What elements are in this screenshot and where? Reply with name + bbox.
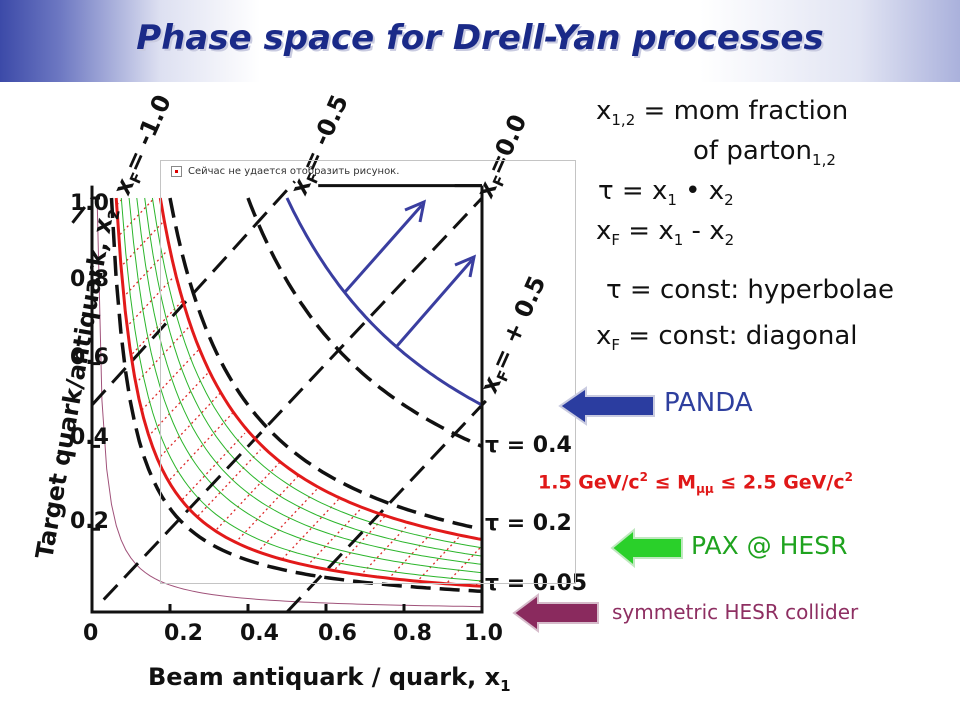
def-line-6: xF = const: diagonal — [596, 321, 858, 355]
panda-arrow-1 — [343, 204, 424, 293]
mass-range-label: 1.5 GeV/c2 ≤ Mμμ ≤ 2.5 GeV/c2 — [538, 470, 853, 497]
xf-line-m05 — [90, 180, 296, 407]
green-curve — [136, 197, 483, 565]
def-line-4: xF = x1 - x2 — [596, 216, 735, 250]
panda-arrow-2-head — [454, 254, 477, 278]
xf-diagonals — [71, 180, 491, 614]
hatch-line — [260, 489, 318, 550]
page-title: Phase space for Drell-Yan processes — [136, 18, 824, 58]
hatch-line — [197, 449, 261, 517]
title-bar — [0, 0, 960, 82]
xf-line-p05 — [285, 395, 491, 614]
purple-hyperbola — [96, 197, 482, 608]
x-tick-2: 0.4 — [240, 621, 279, 646]
hatch-line — [182, 432, 246, 500]
broken-image-placeholder: Сейчас не удается отобразить рисунок. — [160, 160, 576, 584]
red-curve — [114, 197, 483, 588]
pax-label: PAX @ HESR — [691, 531, 848, 560]
plot-frame — [90, 184, 484, 614]
panda-curve — [285, 197, 483, 407]
dashed-hyperbolae — [109, 197, 483, 594]
panda-arrows — [285, 197, 483, 407]
pax-arrow-icon — [610, 528, 683, 568]
broken-image-text: Сейчас не удается отобразить рисунок. — [188, 166, 400, 177]
hatch-line — [119, 197, 155, 235]
green-curve — [128, 197, 483, 574]
hatch-line — [169, 412, 233, 480]
hatch-line — [216, 462, 280, 530]
def-line-3: τ = x1 • x2 — [598, 176, 734, 210]
tau-curve — [168, 197, 483, 531]
x-tick-5: 1.0 — [464, 621, 503, 646]
tau-label-02: τ = 0.2 — [485, 511, 572, 536]
x-tick-4: 0.8 — [393, 621, 432, 646]
hatch-line — [150, 373, 208, 434]
panda-arrow-2 — [395, 259, 474, 347]
y-tick-1: 0.8 — [70, 267, 109, 292]
hatch-line — [475, 578, 483, 586]
phase-space-diagram: 0 0.2 0.4 0.6 0.8 1.0 1.0 0.8 0.6 0.4 0.… — [30, 91, 587, 695]
x-tick-1: 0.2 — [164, 621, 203, 646]
def-line-5: τ = const: hyperbolae — [606, 275, 895, 305]
panda-arrow-icon — [558, 386, 655, 426]
collider-arrow-icon — [512, 593, 599, 633]
def-line-2: of parton1,2 — [693, 136, 836, 170]
x-axis-label: Beam antiquark / quark, x1 — [148, 663, 511, 695]
green-curve — [144, 197, 483, 557]
hatch-line — [447, 545, 483, 583]
y-tick-0: 1.0 — [70, 191, 109, 216]
hatch-line — [281, 498, 339, 560]
x-tick-0: 0 — [83, 621, 98, 646]
hatch-line — [141, 349, 199, 411]
y-tick-2: 0.6 — [70, 345, 109, 370]
xf-line-0 — [102, 196, 484, 601]
green-hyperbolae — [120, 197, 483, 582]
broken-image-icon — [171, 166, 182, 177]
green-curve — [151, 197, 483, 549]
xf-line-m1 — [71, 197, 94, 224]
tau-label-04: τ = 0.4 — [485, 433, 572, 458]
y-tick-3: 0.4 — [70, 425, 109, 450]
panda-arrow-1-head — [404, 199, 427, 223]
green-curve — [120, 197, 483, 582]
plot-axes — [90, 185, 484, 614]
tau-curve — [246, 197, 483, 448]
panda-label: PANDA — [664, 388, 753, 418]
tau-curve — [109, 197, 483, 594]
red-curve — [158, 197, 483, 541]
x-tick-3: 0.6 — [318, 621, 357, 646]
y-tick-4: 0.2 — [70, 509, 109, 534]
collider-label: symmetric HESR collider — [612, 600, 859, 624]
red-boundary-curves — [114, 197, 483, 588]
def-line-1: x1,2 = mom fraction — [596, 96, 849, 130]
